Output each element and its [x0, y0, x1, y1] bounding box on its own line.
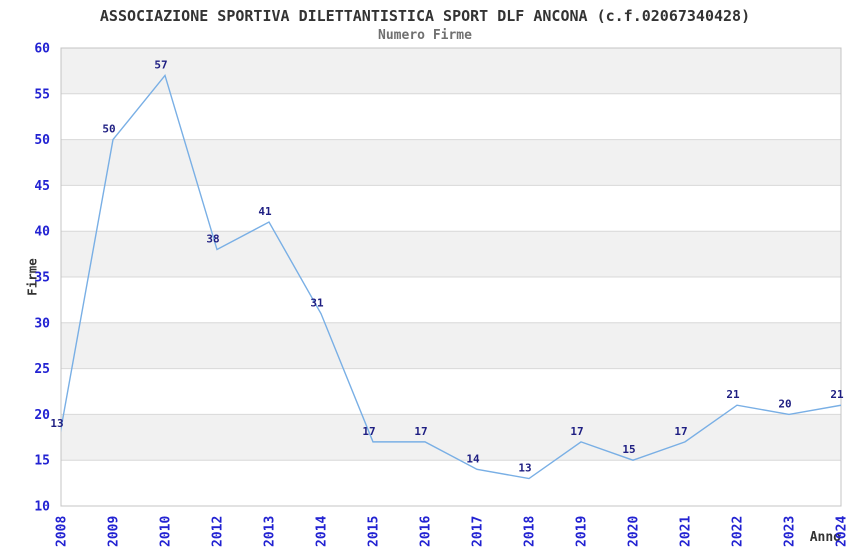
y-tick-label: 20	[34, 408, 50, 423]
x-tick-label: 2021	[679, 516, 694, 547]
x-axis-label: Anno	[809, 530, 841, 545]
x-tick-label: 2012	[211, 516, 226, 547]
point-label: 13	[50, 417, 63, 430]
point-label: 14	[466, 452, 480, 465]
y-tick-label: 25	[34, 362, 50, 377]
y-tick-label: 10	[34, 500, 50, 515]
grid-band	[61, 414, 841, 461]
y-tick-label: 35	[34, 271, 50, 286]
chart-subtitle: Numero Firme	[378, 28, 472, 43]
point-label: 15	[622, 443, 635, 456]
x-tick-label: 2014	[315, 516, 330, 547]
grid-band	[61, 139, 841, 186]
y-tick-label: 50	[34, 133, 50, 148]
grid-band	[61, 322, 841, 369]
grid-band	[61, 48, 841, 94]
x-tick-label: 2020	[627, 516, 642, 547]
x-tick-label: 2018	[523, 516, 538, 547]
point-label: 50	[102, 123, 115, 136]
point-label: 17	[362, 425, 375, 438]
x-tick-label: 2023	[783, 516, 798, 547]
series-line	[61, 74, 841, 480]
y-tick-label: 45	[34, 179, 50, 194]
point-label: 21	[726, 388, 740, 401]
point-label: 13	[518, 462, 531, 475]
x-tick-label: 2010	[159, 516, 174, 547]
y-tick-label: 30	[34, 316, 50, 331]
x-tick-label: 2017	[471, 516, 486, 547]
point-label: 31	[310, 297, 324, 310]
point-label: 21	[830, 388, 844, 401]
y-tick-label: 40	[34, 225, 50, 240]
x-tick-label: 2024	[835, 516, 850, 547]
x-tick-label: 2013	[263, 516, 278, 547]
point-label: 38	[206, 233, 219, 246]
chart-title: ASSOCIAZIONE SPORTIVA DILETTANTISTICA SP…	[99, 7, 751, 25]
grid-band	[61, 231, 841, 277]
x-tick-label: 2008	[55, 516, 70, 547]
y-tick-label: 15	[34, 454, 50, 469]
point-label: 57	[154, 58, 167, 71]
x-tick-label: 2019	[575, 516, 590, 547]
point-label: 41	[258, 205, 272, 218]
y-tick-label: 60	[34, 42, 50, 57]
point-label: 17	[570, 425, 583, 438]
plot-border	[60, 47, 842, 507]
point-label: 20	[778, 397, 791, 410]
x-tick-label: 2022	[731, 516, 746, 547]
x-tick-label: 2009	[107, 516, 122, 547]
x-tick-label: 2016	[419, 516, 434, 547]
point-label: 17	[414, 425, 427, 438]
x-tick-label: 2015	[367, 516, 382, 547]
y-tick-label: 55	[34, 87, 50, 102]
point-label: 17	[674, 425, 687, 438]
